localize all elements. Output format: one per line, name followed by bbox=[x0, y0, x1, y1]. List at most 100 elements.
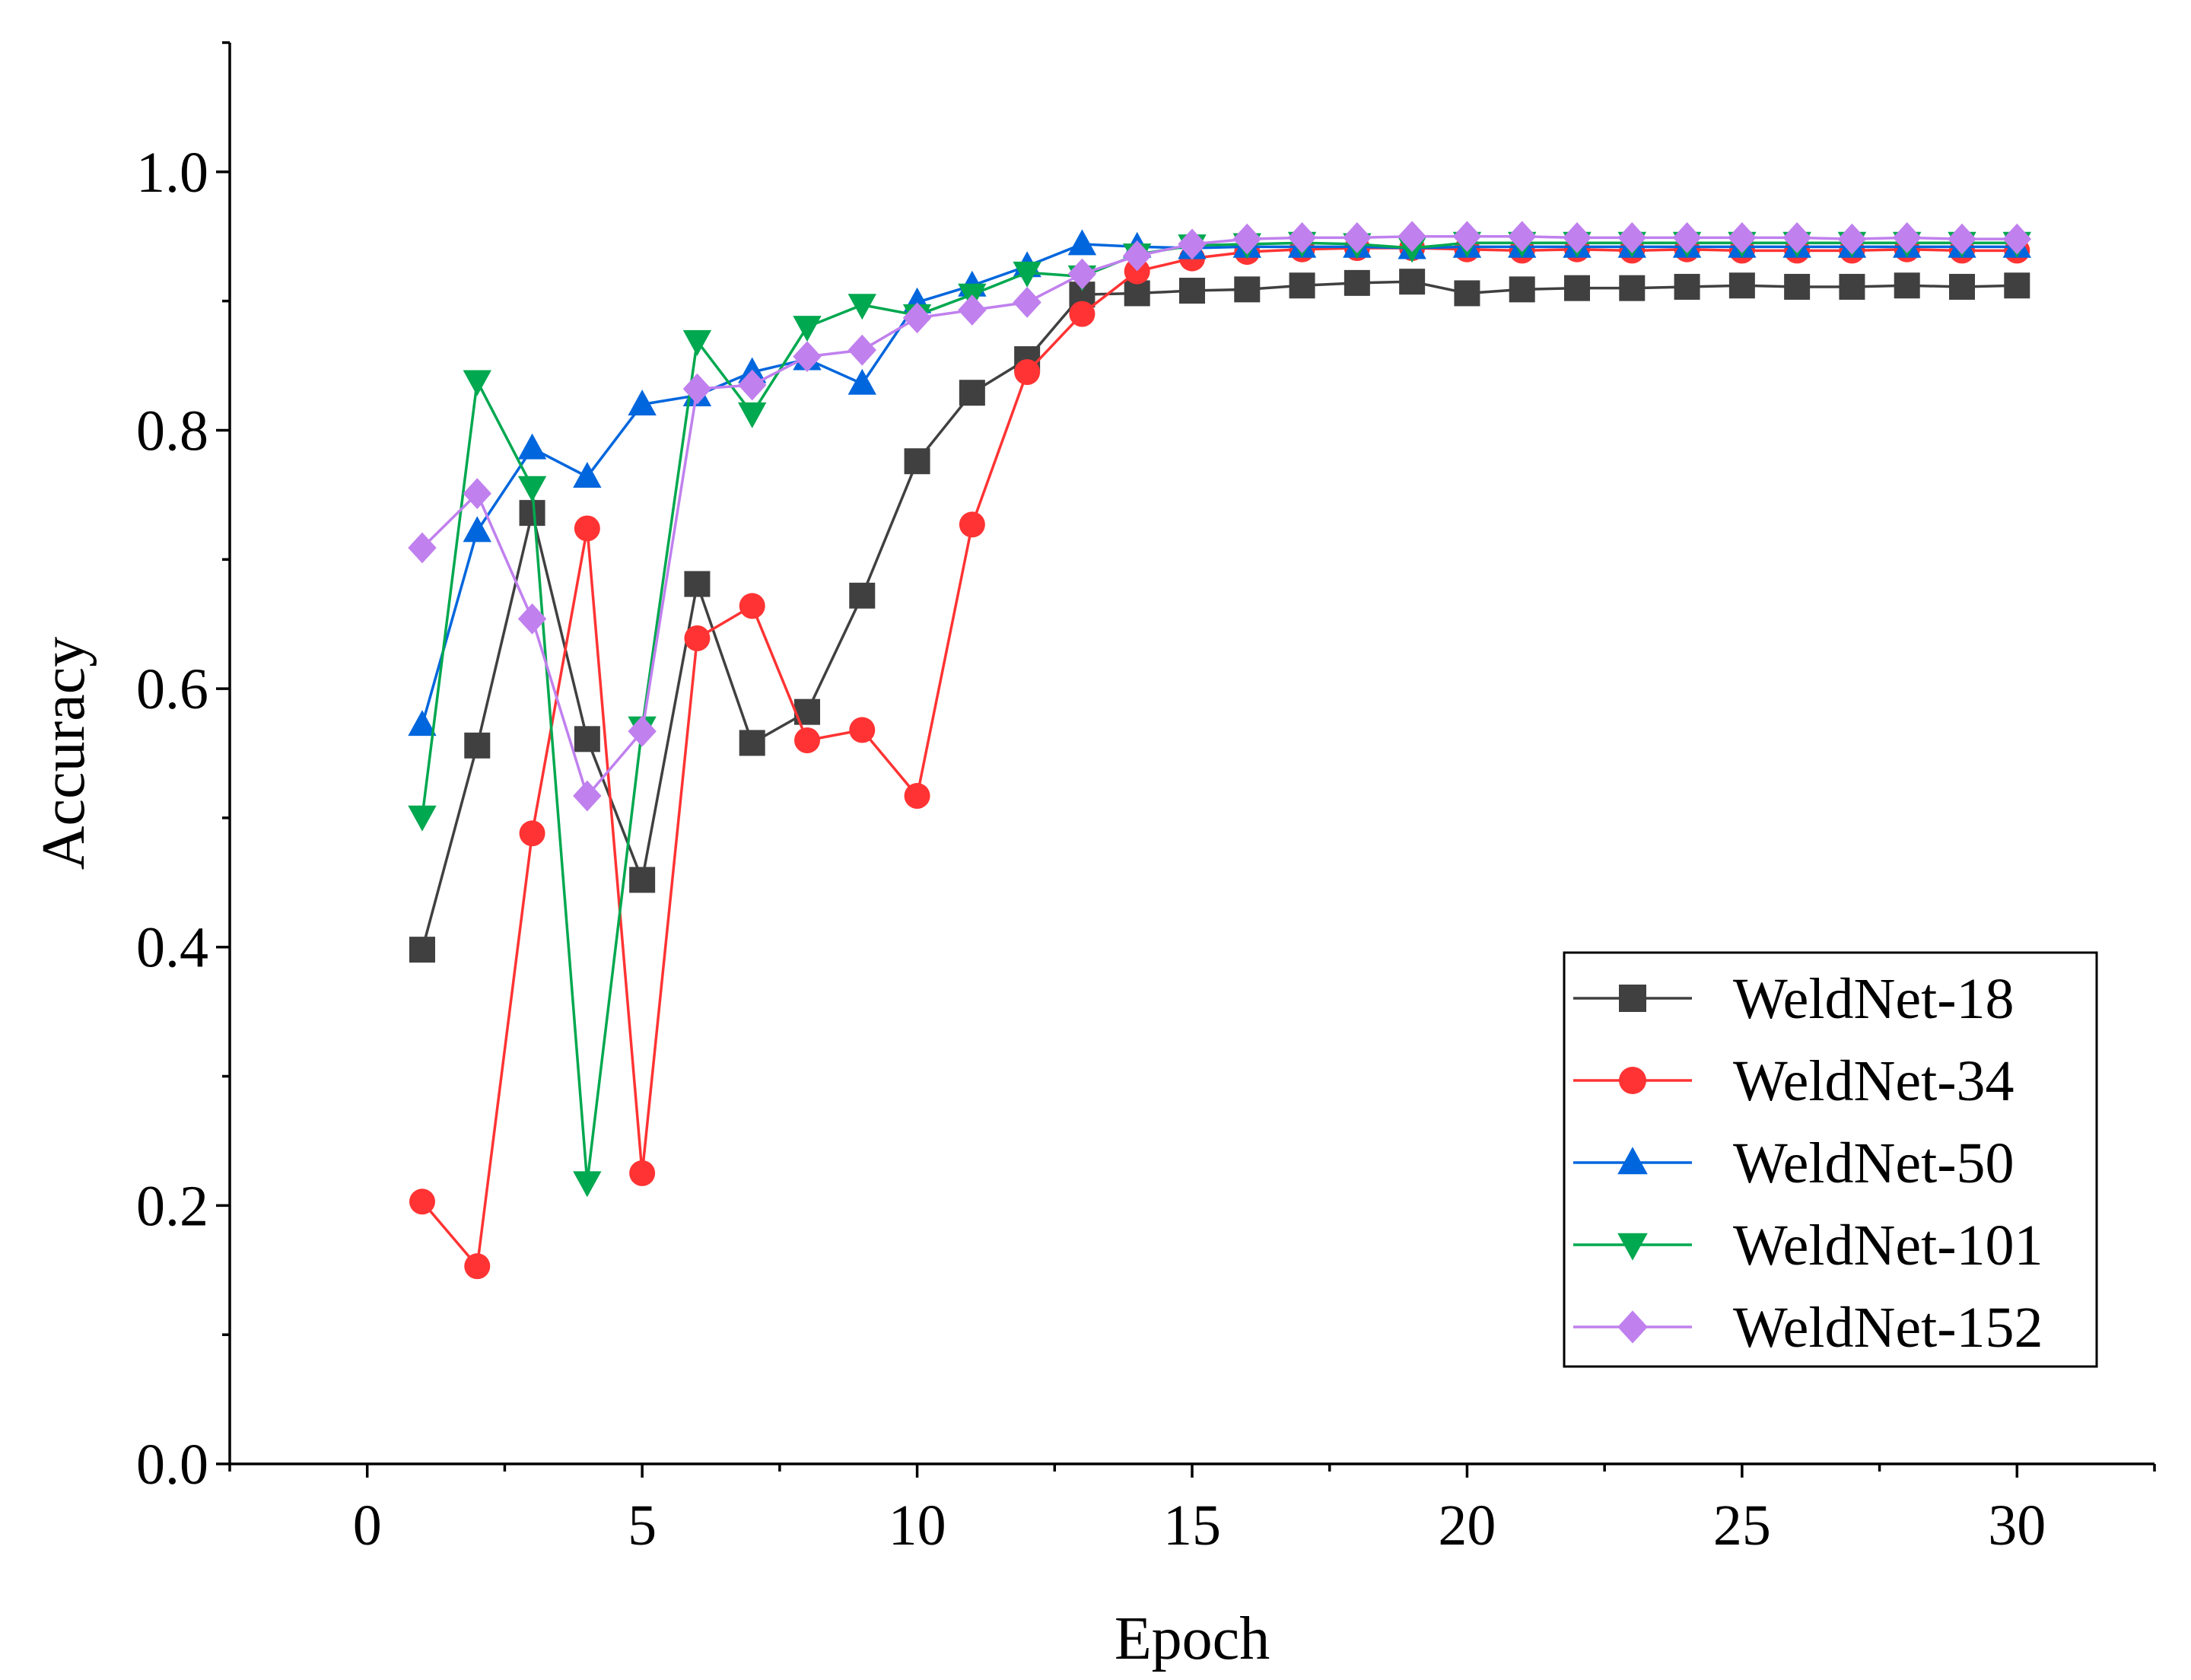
data-point-weldnet-18 bbox=[1509, 276, 1535, 303]
legend-item-weldnet-50: WeldNet-50 bbox=[1573, 1131, 2015, 1195]
x-tick-label: 20 bbox=[1438, 1494, 1496, 1558]
x-tick-label: 25 bbox=[1713, 1494, 1771, 1558]
data-point-weldnet-152 bbox=[738, 369, 767, 401]
legend-label-weldnet-34: WeldNet-34 bbox=[1733, 1049, 2015, 1113]
data-point-weldnet-101 bbox=[682, 329, 712, 356]
data-point-weldnet-101 bbox=[408, 805, 437, 832]
data-point-weldnet-101 bbox=[793, 316, 822, 342]
legend-label-weldnet-101: WeldNet-101 bbox=[1733, 1214, 2043, 1278]
data-point-weldnet-50 bbox=[1067, 229, 1097, 256]
data-point-weldnet-34 bbox=[849, 717, 876, 743]
data-point-weldnet-152 bbox=[793, 341, 822, 373]
chart-axes: 0.0 0.2 0.4 0.6 0.8 1.0 0 5 10 15 20 25 30 bbox=[136, 41, 2156, 1558]
data-point-weldnet-152 bbox=[1452, 221, 1482, 253]
data-point-weldnet-34 bbox=[684, 625, 711, 651]
data-point-weldnet-101 bbox=[847, 294, 876, 320]
data-point-weldnet-152 bbox=[573, 780, 602, 812]
data-point-weldnet-18 bbox=[1234, 276, 1261, 303]
y-tick-label: 1.0 bbox=[136, 141, 208, 205]
data-point-weldnet-18 bbox=[1344, 269, 1370, 296]
y-tick-label: 0.8 bbox=[136, 399, 208, 463]
data-point-weldnet-152 bbox=[1232, 223, 1261, 255]
data-point-weldnet-18 bbox=[1839, 273, 1865, 300]
data-point-weldnet-152 bbox=[1782, 222, 1811, 253]
data-point-weldnet-152 bbox=[1672, 222, 1702, 253]
data-point-weldnet-34 bbox=[1069, 301, 1096, 327]
data-point-weldnet-152 bbox=[1617, 222, 1646, 253]
data-point-weldnet-34 bbox=[519, 820, 545, 847]
data-point-weldnet-152 bbox=[847, 334, 876, 366]
data-point-weldnet-152 bbox=[1837, 223, 1867, 255]
data-point-weldnet-18 bbox=[1564, 275, 1590, 301]
data-point-weldnet-152 bbox=[1508, 221, 1537, 253]
data-point-weldnet-18 bbox=[1399, 269, 1426, 295]
y-tick-label: 0.6 bbox=[136, 657, 208, 721]
data-point-weldnet-18 bbox=[519, 500, 545, 527]
data-point-weldnet-152 bbox=[1067, 258, 1097, 290]
data-point-weldnet-18 bbox=[959, 380, 985, 406]
data-point-weldnet-18 bbox=[574, 726, 600, 752]
legend-marker-weldnet-152 bbox=[1617, 1310, 1648, 1344]
data-point-weldnet-18 bbox=[1454, 280, 1480, 307]
data-point-weldnet-34 bbox=[1014, 359, 1041, 386]
x-tick-label: 30 bbox=[1988, 1494, 2046, 1558]
x-axis-title: Epoch bbox=[1115, 1605, 1270, 1672]
chart-legend: WeldNet-18 WeldNet-34 WeldNet-50 WeldNet-10… bbox=[1563, 951, 2098, 1368]
data-point-weldnet-18 bbox=[739, 730, 765, 756]
data-point-weldnet-18 bbox=[1289, 272, 1315, 299]
data-point-weldnet-152 bbox=[517, 603, 547, 635]
y-axis-ticks: 0.0 0.2 0.4 0.6 0.8 1.0 bbox=[136, 41, 230, 1497]
data-point-weldnet-152 bbox=[682, 373, 712, 405]
data-point-weldnet-101 bbox=[1013, 261, 1041, 288]
legend-marker-weldnet-34 bbox=[1619, 1067, 1646, 1094]
data-point-weldnet-18 bbox=[2004, 272, 2030, 299]
y-tick-label: 0.0 bbox=[136, 1433, 208, 1497]
data-point-weldnet-50 bbox=[847, 368, 876, 395]
legend-label-weldnet-50: WeldNet-50 bbox=[1733, 1131, 2015, 1195]
y-axis-title: Accuracy bbox=[30, 637, 97, 870]
data-point-weldnet-152 bbox=[628, 715, 657, 747]
data-point-weldnet-18 bbox=[1124, 280, 1150, 307]
data-point-weldnet-18 bbox=[1728, 272, 1755, 299]
series-weldnet-152 bbox=[408, 221, 2031, 812]
data-point-weldnet-34 bbox=[959, 511, 985, 538]
data-point-weldnet-152 bbox=[1123, 240, 1152, 272]
series-weldnet-18 bbox=[409, 269, 2030, 963]
data-point-weldnet-152 bbox=[1948, 223, 1976, 255]
data-point-weldnet-34 bbox=[904, 783, 930, 810]
data-point-weldnet-152 bbox=[1343, 222, 1372, 253]
data-point-weldnet-152 bbox=[463, 478, 491, 510]
data-point-weldnet-50 bbox=[517, 433, 547, 460]
series-line-weldnet-50 bbox=[421, 243, 2018, 726]
data-point-weldnet-50 bbox=[573, 462, 602, 488]
data-point-weldnet-34 bbox=[574, 515, 600, 542]
legend-marker-weldnet-101 bbox=[1617, 1233, 1648, 1261]
data-point-weldnet-152 bbox=[958, 294, 987, 326]
data-point-weldnet-50 bbox=[408, 710, 437, 737]
data-point-weldnet-101 bbox=[738, 402, 767, 428]
data-point-weldnet-18 bbox=[1619, 275, 1646, 301]
series-line-weldnet-152 bbox=[421, 234, 2018, 797]
data-point-weldnet-152 bbox=[1178, 228, 1207, 260]
data-point-weldnet-152 bbox=[902, 302, 932, 334]
data-point-weldnet-34 bbox=[464, 1253, 491, 1280]
y-tick-label: 0.4 bbox=[136, 916, 208, 980]
data-point-weldnet-50 bbox=[628, 389, 657, 415]
data-point-weldnet-152 bbox=[1013, 286, 1041, 318]
x-axis-ticks: 0 5 10 15 20 25 30 bbox=[228, 1464, 2156, 1558]
data-point-weldnet-18 bbox=[1179, 278, 1205, 304]
data-point-weldnet-18 bbox=[684, 571, 711, 597]
x-tick-label: 15 bbox=[1163, 1494, 1221, 1558]
x-tick-label: 0 bbox=[353, 1494, 382, 1558]
legend-item-weldnet-101: WeldNet-101 bbox=[1573, 1214, 2043, 1278]
data-point-weldnet-34 bbox=[739, 593, 765, 619]
data-point-weldnet-34 bbox=[409, 1188, 435, 1215]
legend-item-weldnet-18: WeldNet-18 bbox=[1573, 967, 2015, 1031]
legend-marker-weldnet-50 bbox=[1617, 1147, 1648, 1175]
series-layer bbox=[408, 221, 2031, 1280]
data-point-weldnet-18 bbox=[1949, 273, 1975, 300]
data-point-weldnet-18 bbox=[904, 448, 930, 475]
data-point-weldnet-101 bbox=[573, 1171, 602, 1198]
legend-label-weldnet-152: WeldNet-152 bbox=[1733, 1296, 2043, 1360]
